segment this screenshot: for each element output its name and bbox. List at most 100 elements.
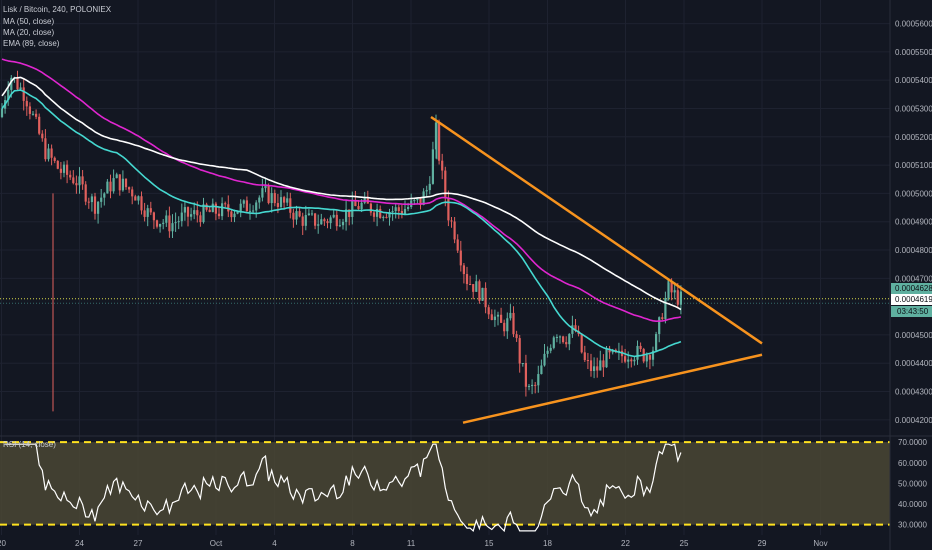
- candle-body: [655, 334, 658, 351]
- candle-body: [345, 209, 348, 222]
- candle-body: [180, 212, 183, 222]
- candle-body: [512, 312, 515, 335]
- ema89-legend[interactable]: EMA (89, close): [3, 39, 60, 48]
- candle-body: [413, 200, 416, 202]
- candle-body: [382, 216, 385, 218]
- candle-body: [580, 333, 583, 353]
- candle-body: [211, 203, 214, 213]
- countdown-tag: 03:43:50: [891, 306, 932, 317]
- candle-body: [636, 345, 639, 360]
- candle-body: [465, 274, 469, 285]
- candle-body: [22, 87, 25, 101]
- candle-body: [376, 208, 379, 217]
- candle-body: [186, 207, 190, 217]
- candle-body: [428, 183, 431, 191]
- candle-body: [487, 307, 490, 315]
- candle-body: [444, 170, 447, 199]
- candle-body: [273, 193, 276, 204]
- candle-body: [407, 207, 410, 209]
- time-tick-label: 11: [407, 539, 416, 548]
- candle-body: [165, 215, 168, 223]
- candle-body: [7, 89, 10, 101]
- candle-body: [323, 219, 326, 222]
- candle-body: [379, 208, 382, 218]
- ma50-legend[interactable]: MA (50, close): [3, 17, 54, 26]
- candle-body: [568, 333, 571, 345]
- candle-body: [53, 157, 56, 161]
- candle-body: [66, 164, 69, 175]
- candle-body: [506, 318, 509, 332]
- candle-body: [47, 148, 50, 160]
- time-tick-label: 4: [272, 539, 277, 548]
- rsi-line: [5, 443, 682, 533]
- candle-body: [357, 206, 360, 210]
- candle-body: [283, 197, 286, 203]
- candle-body: [177, 221, 180, 223]
- candle-body: [645, 355, 648, 362]
- candle-body: [264, 185, 267, 189]
- candle-body: [242, 200, 245, 204]
- candle-body: [276, 203, 279, 207]
- candle-body: [416, 198, 419, 201]
- ascending-trendline: [462, 353, 763, 424]
- candle-body: [661, 317, 664, 320]
- candle-body: [75, 183, 78, 186]
- rsi-legend[interactable]: RSI (14, close): [3, 440, 56, 449]
- ma20-legend[interactable]: MA (20, close): [3, 28, 54, 37]
- candle-body: [56, 160, 59, 169]
- candle-body: [205, 204, 208, 210]
- candle-body: [208, 209, 211, 213]
- candle-body: [332, 214, 335, 218]
- candle-body: [131, 189, 134, 197]
- candle-body: [230, 211, 233, 218]
- candle-body: [304, 215, 307, 226]
- candle-body: [93, 196, 97, 214]
- candle-body: [534, 384, 537, 386]
- candle-body: [248, 210, 252, 212]
- candle-body: [0, 108, 4, 117]
- candle-body: [589, 360, 593, 372]
- candle-body: [450, 220, 453, 222]
- candle-body: [143, 210, 146, 217]
- candle-body: [574, 325, 577, 331]
- candle-body: [289, 198, 292, 213]
- time-tick-label: 22: [621, 539, 630, 548]
- candle-body: [314, 213, 317, 226]
- candle-body: [369, 203, 372, 213]
- candle-body: [84, 184, 87, 202]
- candle-body: [121, 178, 124, 191]
- candle-body: [354, 199, 357, 207]
- candle-body: [279, 197, 283, 207]
- candle-body: [596, 366, 599, 371]
- candle-body: [41, 133, 44, 139]
- candle-body: [152, 212, 155, 221]
- candle-body: [196, 210, 199, 216]
- candle-body: [128, 187, 131, 190]
- svg-text:03:43:50: 03:43:50: [897, 307, 929, 316]
- candle-body: [583, 352, 586, 361]
- candle-body: [562, 336, 565, 343]
- candle-body: [639, 345, 642, 350]
- candle-body: [552, 337, 555, 348]
- svg-text:0.00046191: 0.00046191: [895, 295, 932, 304]
- candle-body: [118, 174, 121, 191]
- candle-body: [403, 208, 407, 215]
- candle-body: [419, 198, 422, 205]
- candle-body: [676, 290, 679, 305]
- candle-body: [35, 113, 38, 117]
- candle-body: [453, 221, 456, 240]
- candle-body: [481, 287, 484, 301]
- candle-body: [267, 185, 270, 204]
- candle-body: [555, 337, 558, 339]
- ma50-line: [1, 76, 682, 311]
- candle-body: [81, 176, 84, 185]
